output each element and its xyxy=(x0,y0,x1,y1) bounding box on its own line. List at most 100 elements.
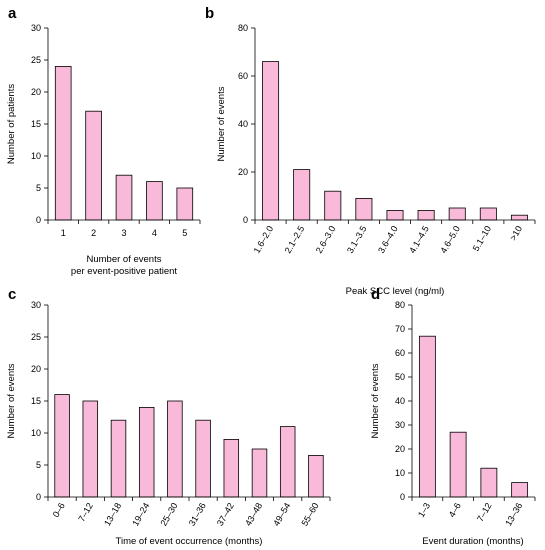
bar-c-7 xyxy=(251,448,268,498)
y-tick-label-c-2: 10 xyxy=(31,428,41,438)
y-tick-label-c-4: 20 xyxy=(31,364,41,374)
x-tick-label-b-6: 4.6–5.0 xyxy=(438,224,462,255)
x-axis-title-d: Event duration (months) xyxy=(422,536,523,547)
y-axis-title-a: Number of patients xyxy=(6,84,17,165)
x-tick-label-a-2: 3 xyxy=(121,228,126,238)
bar-b-7 xyxy=(479,207,497,221)
x-axis-title-a-line1: per event-positive patient xyxy=(71,266,178,277)
bar-c-0 xyxy=(54,394,70,498)
panel-a: a 0 5 10 15 20 25 30 1 2 3 4 5 Number of patients Numb… xyxy=(6,5,201,277)
bar-b-2 xyxy=(324,190,342,221)
bar-c-2 xyxy=(110,419,127,498)
x-tick-label-a-3: 4 xyxy=(152,228,157,238)
y-tick-label-d-5: 50 xyxy=(395,372,405,382)
y-tick-label-c-3: 15 xyxy=(31,396,41,406)
bar-a-4 xyxy=(176,187,194,221)
x-tick-label-a-4: 5 xyxy=(182,228,187,238)
x-tick-label-d-0: 1–3 xyxy=(416,501,432,519)
panel-d: d 0 10 20 30 40 50 60 70 80 1–3 4–6 7–12 13–36 Number … xyxy=(370,286,536,547)
x-tick-label-b-8: >10 xyxy=(508,224,524,242)
x-axis-title-c: Time of event occurrence (months) xyxy=(116,536,263,547)
y-tick-label-d-1: 10 xyxy=(395,468,405,478)
x-tick-label-c-2: 13–18 xyxy=(102,501,123,528)
y-axis-title-d: Number of events xyxy=(370,363,381,438)
bar-c-9 xyxy=(308,454,324,498)
y-tick-label-d-6: 60 xyxy=(395,348,405,358)
x-tick-label-c-1: 7–12 xyxy=(76,501,95,523)
y-tick-label-c-1: 5 xyxy=(36,460,41,470)
x-tick-label-b-1: 2.1–2.5 xyxy=(283,224,307,255)
y-tick-label-a-3: 15 xyxy=(31,119,41,129)
bar-b-0 xyxy=(262,61,280,221)
y-tick-label-b-2: 40 xyxy=(238,119,248,129)
y-tick-label-b-3: 60 xyxy=(238,71,248,81)
y-tick-label-b-4: 80 xyxy=(238,23,248,33)
y-tick-label-a-0: 0 xyxy=(36,215,41,225)
y-tick-label-d-0: 0 xyxy=(400,492,405,502)
y-tick-label-c-5: 25 xyxy=(31,332,41,342)
x-tick-label-b-7: 5.1–10 xyxy=(471,224,493,253)
bar-d-0 xyxy=(418,335,436,498)
y-tick-label-a-6: 30 xyxy=(31,23,41,33)
x-axis-title-a-line0: Number of events xyxy=(87,254,162,265)
x-tick-label-d-3: 13–36 xyxy=(503,501,524,528)
bar-c-1 xyxy=(82,400,99,498)
bar-d-2 xyxy=(480,467,498,498)
x-tick-label-c-5: 31–36 xyxy=(187,501,208,528)
panel-letter-b: b xyxy=(205,5,214,22)
y-tick-label-a-4: 20 xyxy=(31,87,41,97)
bar-b-6 xyxy=(448,207,466,221)
y-tick-label-d-8: 80 xyxy=(395,300,405,310)
bar-d-3 xyxy=(511,482,529,498)
y-tick-label-c-6: 30 xyxy=(31,300,41,310)
bar-b-8 xyxy=(510,214,528,221)
x-axis-title-b: Peak SCC level (ng/ml) xyxy=(346,286,445,297)
y-tick-label-b-1: 20 xyxy=(238,167,248,177)
x-tick-label-b-2: 2.6–3.0 xyxy=(314,224,338,255)
x-tick-label-a-0: 1 xyxy=(61,228,66,238)
y-tick-label-a-2: 10 xyxy=(31,151,41,161)
x-tick-label-c-7: 43–48 xyxy=(243,501,264,528)
y-tick-label-d-7: 70 xyxy=(395,324,405,334)
bar-c-5 xyxy=(195,419,211,498)
y-tick-label-a-1: 5 xyxy=(36,183,41,193)
bar-a-3 xyxy=(146,181,163,221)
bar-b-3 xyxy=(355,197,373,221)
bar-b-4 xyxy=(386,209,404,221)
y-tick-label-c-0: 0 xyxy=(36,492,41,502)
y-tick-label-a-5: 25 xyxy=(31,55,41,65)
x-tick-label-b-3: 3.1–3.5 xyxy=(345,224,369,255)
y-tick-label-d-2: 20 xyxy=(395,444,405,454)
y-tick-label-d-4: 40 xyxy=(395,396,405,406)
bar-a-2 xyxy=(115,174,133,221)
x-tick-label-c-0: 0–6 xyxy=(51,501,67,519)
bar-c-3 xyxy=(138,406,155,498)
bar-b-5 xyxy=(417,209,435,221)
y-tick-label-d-3: 30 xyxy=(395,420,405,430)
x-tick-label-d-1: 4–6 xyxy=(447,501,463,519)
bar-a-0 xyxy=(54,66,72,221)
x-tick-label-b-4: 3.6–4.0 xyxy=(376,224,400,255)
panel-letter-d: d xyxy=(371,286,380,303)
x-tick-label-c-9: 55–60 xyxy=(299,501,320,528)
x-tick-label-d-2: 7–12 xyxy=(475,501,494,523)
bar-b-1 xyxy=(293,169,311,221)
y-tick-label-b-0: 0 xyxy=(243,215,248,225)
panel-b: b 0 20 40 60 80 1.6–2.0 2.1–2.5 2.6–3.0 3.1–3.5 3.… xyxy=(205,5,536,297)
bar-d-1 xyxy=(449,431,467,498)
x-tick-label-c-6: 37–42 xyxy=(215,501,236,528)
x-tick-label-a-1: 2 xyxy=(91,228,96,238)
x-tick-label-c-4: 25–30 xyxy=(158,501,179,528)
panel-c: c 0 5 10 15 20 25 30 0–6 7–12 13–18 19–24 25–30 31–36… xyxy=(6,286,331,547)
panel-letter-a: a xyxy=(8,5,17,22)
x-tick-label-c-3: 19–24 xyxy=(130,501,151,528)
bar-c-4 xyxy=(167,400,183,498)
bar-a-1 xyxy=(85,110,102,221)
bar-c-8 xyxy=(279,426,296,498)
panel-letter-c: c xyxy=(8,286,16,303)
x-tick-label-b-5: 4.1–4.5 xyxy=(407,224,431,255)
x-tick-label-b-0: 1.6–2.0 xyxy=(252,224,276,255)
y-axis-title-b: Number of events xyxy=(216,86,227,161)
x-tick-label-c-8: 49–54 xyxy=(271,501,292,528)
